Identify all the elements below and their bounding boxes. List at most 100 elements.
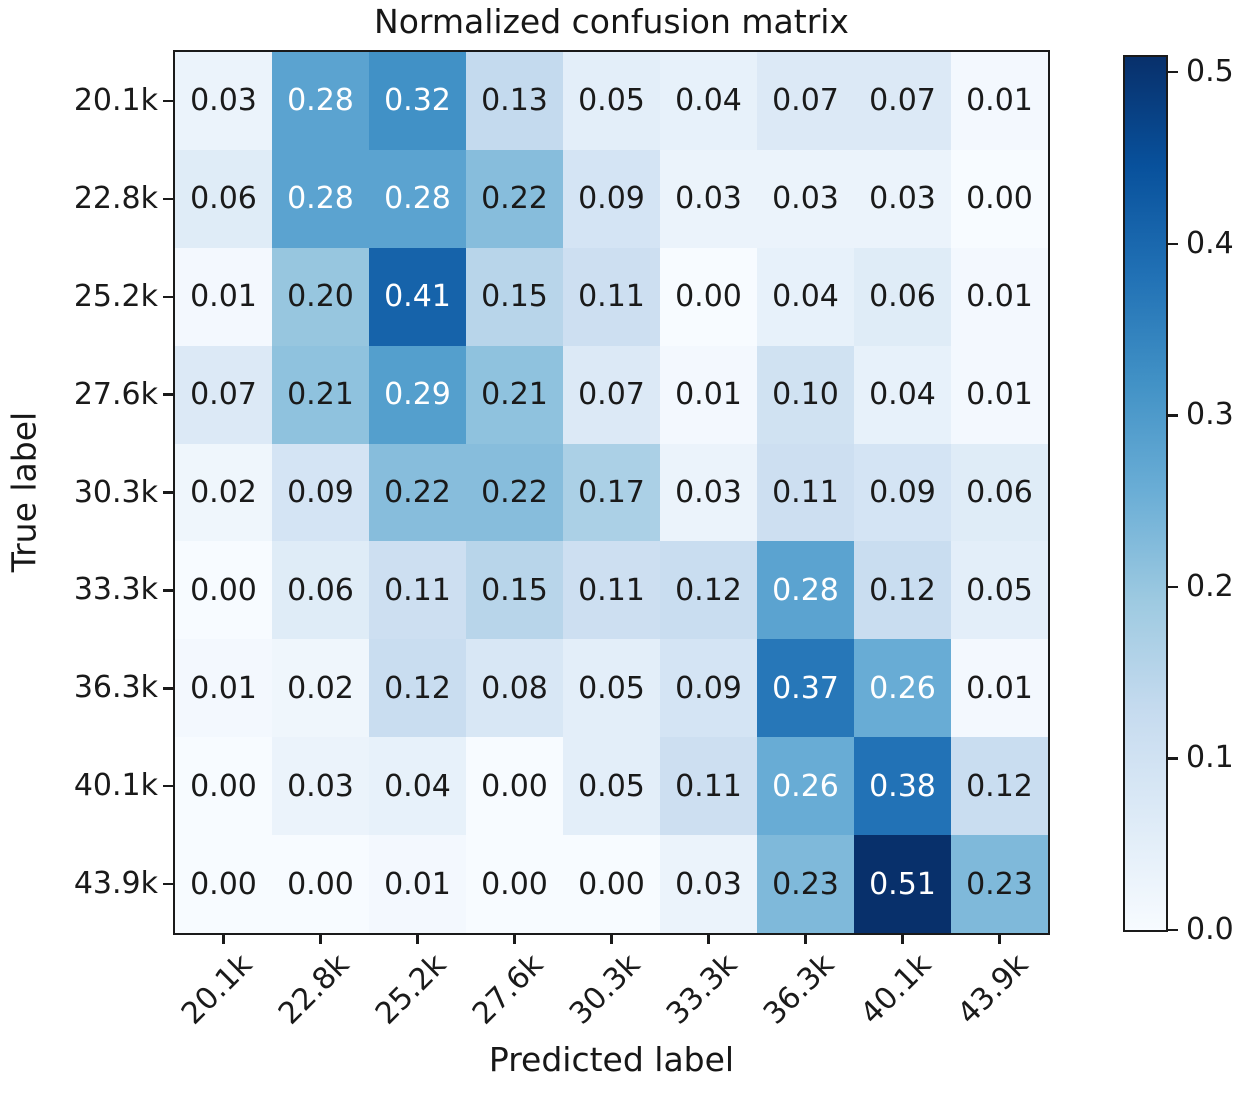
x-tick-label: 43.9k [951,947,1036,1032]
x-tick-label: 27.6k [466,947,551,1032]
y-tick-label: 27.6k [73,376,158,412]
x-tick-mark [707,933,710,944]
heatmap-cell: 0.05 [563,639,660,738]
colorbar-tick-mark [1167,585,1178,589]
heatmap-cell: 0.20 [272,247,369,346]
heatmap-cell: 0.11 [563,541,660,640]
heatmap-cell: 0.11 [563,247,660,346]
x-tick-mark [610,933,613,944]
heatmap-cell: 0.09 [854,443,951,542]
heatmap-cell: 0.23 [757,835,854,933]
heatmap-cell: 0.28 [369,149,466,248]
heatmap-cell: 0.01 [369,835,466,933]
colorbar [1123,55,1168,932]
chart-title: Normalized confusion matrix [374,2,849,41]
y-tick-label: 30.3k [73,474,158,510]
x-tick-label: 25.2k [369,947,454,1032]
heatmap-cell: 0.12 [660,541,757,640]
heatmap-cell: 0.07 [563,345,660,444]
colorbar-tick-mark [1167,70,1178,74]
heatmap-cell: 0.11 [757,443,854,542]
heatmap-cell: 0.07 [175,345,272,444]
x-tick-mark [804,933,807,944]
y-tick-mark [163,882,174,886]
heatmap-cell: 0.04 [757,247,854,346]
heatmap-grid: 0.03 0.28 0.32 0.13 0.05 0.04 0.07 0.07 0.01 0.06… [173,50,1050,935]
heatmap-cell: 0.15 [466,541,563,640]
heatmap-cell: 0.09 [272,443,369,542]
y-tick-mark [163,99,174,103]
x-tick-mark [416,933,419,944]
x-tick-mark [222,933,225,944]
heatmap-cell: 0.00 [466,835,563,933]
y-tick-mark [163,197,174,201]
heatmap-cell: 0.01 [951,52,1048,150]
x-tick-label: 20.1k [175,947,260,1032]
heatmap-cell: 0.23 [951,835,1048,933]
heatmap-cell: 0.01 [951,247,1048,346]
heatmap-cell: 0.00 [272,835,369,933]
heatmap-cell: 0.12 [854,541,951,640]
heatmap-cell: 0.01 [660,345,757,444]
heatmap-cell: 0.00 [660,247,757,346]
heatmap-cell: 0.22 [466,443,563,542]
heatmap-cell: 0.17 [563,443,660,542]
heatmap-cell: 0.04 [369,737,466,836]
y-tick-label: 33.3k [73,572,158,608]
heatmap-cell: 0.21 [272,345,369,444]
colorbar-tick-mark [1167,414,1178,417]
y-tick-label: 43.9k [73,866,158,902]
colorbar-tick-label: 0.5 [1186,54,1234,90]
x-tick-label: 36.3k [757,947,842,1032]
x-tick-mark [901,933,904,944]
heatmap-cell: 0.09 [660,639,757,738]
heatmap-cell: 0.01 [175,247,272,346]
heatmap-cell: 0.03 [854,149,951,248]
colorbar-tick-mark [1167,242,1178,245]
heatmap-cell: 0.06 [272,541,369,640]
x-tick-mark [513,933,516,944]
heatmap-cell: 0.12 [951,737,1048,836]
y-tick-label: 25.2k [73,278,158,314]
heatmap-cell: 0.03 [175,52,272,150]
heatmap-cell: 0.51 [854,835,951,933]
heatmap-cell: 0.22 [466,149,563,248]
heatmap-cell: 0.08 [466,639,563,738]
heatmap-cell: 0.28 [272,149,369,248]
heatmap-cell: 0.15 [466,247,563,346]
heatmap-cell: 0.07 [757,52,854,150]
y-tick-mark [163,491,174,494]
heatmap-cell: 0.06 [854,247,951,346]
heatmap-cell: 0.09 [563,149,660,248]
heatmap-cell: 0.02 [175,443,272,542]
colorbar-tick-label: 0.3 [1186,397,1234,433]
heatmap-cell: 0.26 [854,639,951,738]
heatmap-cell: 0.29 [369,345,466,444]
heatmap-cell: 0.05 [563,737,660,836]
colorbar-tick-label: 0.2 [1186,568,1234,604]
x-axis-title: Predicted label [488,1040,735,1079]
y-tick-label: 40.1k [73,768,158,804]
heatmap-cell: 0.00 [466,737,563,836]
heatmap-cell: 0.38 [854,737,951,836]
heatmap-cell: 0.02 [272,639,369,738]
x-tick-label: 30.3k [563,947,648,1032]
heatmap-cell: 0.26 [757,737,854,836]
heatmap-cell: 0.05 [563,52,660,150]
heatmap-cell: 0.37 [757,639,854,738]
heatmap-cell: 0.03 [757,149,854,248]
x-tick-mark [998,933,1001,944]
heatmap-cell: 0.32 [369,52,466,150]
heatmap-cell: 0.01 [175,639,272,738]
heatmap-cell: 0.03 [272,737,369,836]
y-tick-mark [163,687,174,690]
y-tick-label: 36.3k [73,670,158,706]
heatmap-cell: 0.04 [854,345,951,444]
heatmap-cell: 0.12 [369,639,466,738]
heatmap-cell: 0.13 [466,52,563,150]
colorbar-tick-label: 0.1 [1186,740,1234,776]
heatmap-cell: 0.00 [951,149,1048,248]
heatmap-cell: 0.22 [369,443,466,542]
heatmap-cell: 0.00 [563,835,660,933]
heatmap-cell: 0.11 [369,541,466,640]
